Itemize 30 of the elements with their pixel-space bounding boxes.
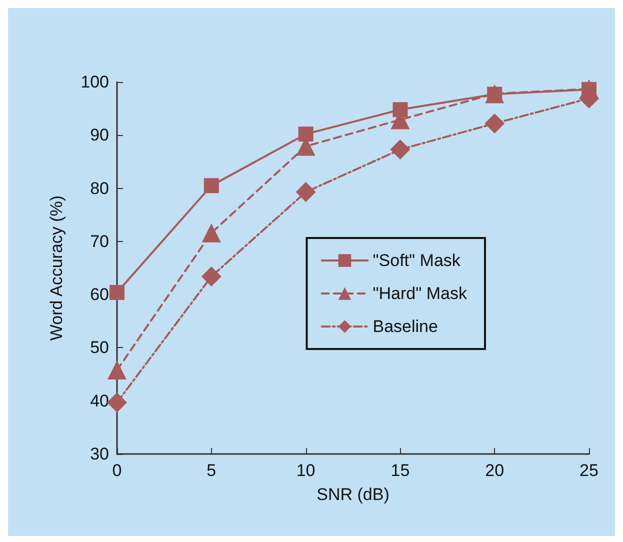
y-tick-label: 80	[90, 178, 109, 198]
legend-label: Baseline	[372, 317, 438, 336]
legend-label: "Hard" Mask	[372, 284, 468, 303]
x-tick-label: 5	[206, 461, 216, 480]
point	[202, 223, 221, 242]
x-tick-label: 15	[390, 461, 410, 480]
y-tick-label: 30	[90, 444, 109, 464]
point	[110, 284, 124, 300]
x-tick-label: 25	[580, 461, 598, 480]
y-tick-label: 40	[90, 391, 109, 410]
point	[298, 126, 314, 142]
y-axis-title: Word Accuracy (%)	[47, 195, 66, 341]
point	[484, 113, 505, 134]
legend-label: "Soft" Mask	[372, 251, 461, 270]
point	[107, 392, 127, 412]
point	[204, 178, 219, 194]
y-tick-label: 100	[80, 72, 109, 92]
x-tick-label: 10	[296, 461, 316, 480]
point	[296, 182, 316, 202]
x-tick-label: 20	[485, 461, 504, 480]
point	[390, 139, 410, 160]
point	[201, 266, 222, 287]
x-tick-label: 0	[112, 461, 122, 480]
point	[392, 102, 408, 118]
point	[108, 360, 126, 380]
y-tick-label: 60	[90, 285, 109, 304]
y-tick-label: 50	[90, 338, 109, 358]
y-tick-label: 90	[90, 126, 109, 145]
x-axis-title: SNR (dB)	[316, 485, 390, 504]
y-tick-label: 70	[90, 232, 109, 251]
